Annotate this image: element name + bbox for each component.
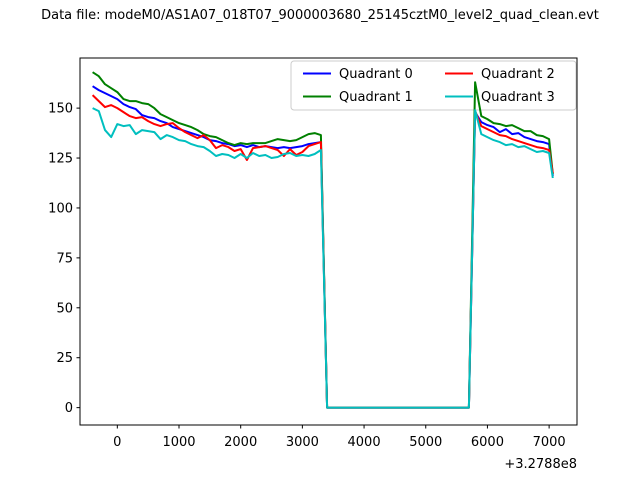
legend-entry-quadrant-2: Quadrant 2 bbox=[445, 67, 555, 82]
x-tick-label: 2000 bbox=[224, 435, 257, 450]
x-axis-offset-label: +3.2788e8 bbox=[504, 457, 577, 472]
x-tick-label: 1000 bbox=[162, 435, 195, 450]
y-tick-label: 0 bbox=[65, 401, 73, 416]
x-tick-label: 0 bbox=[113, 435, 121, 450]
x-tick-label: 4000 bbox=[348, 435, 381, 450]
y-tick-label: 25 bbox=[56, 351, 73, 366]
figure-title: Data file: modeM0/AS1A07_018T07_90000036… bbox=[41, 8, 599, 23]
legend-frame bbox=[290, 60, 577, 111]
x-tick-label: 7000 bbox=[533, 435, 566, 450]
legend-label: Quadrant 3 bbox=[481, 90, 555, 105]
x-tick-label: 3000 bbox=[286, 435, 319, 450]
legend-label: Quadrant 1 bbox=[339, 90, 413, 105]
legend-label: Quadrant 0 bbox=[339, 67, 413, 82]
y-tick-label: 150 bbox=[48, 102, 73, 117]
legend-entry-quadrant-1: Quadrant 1 bbox=[303, 90, 413, 105]
axes-frame bbox=[79, 57, 578, 426]
series-line-quadrant-3 bbox=[92, 107, 554, 409]
x-tick-label: 6000 bbox=[471, 435, 504, 450]
legend-label: Quadrant 2 bbox=[481, 67, 555, 82]
legend-entry-quadrant-0: Quadrant 0 bbox=[303, 67, 413, 82]
legend: Quadrant 0 Quadrant 1 Quadrant 2 Quadrant 3 bbox=[290, 60, 577, 111]
y-tick-label: 125 bbox=[48, 152, 73, 167]
y-tick-label: 50 bbox=[56, 301, 73, 316]
y-tick-label: 75 bbox=[56, 251, 73, 266]
x-tick-label: 5000 bbox=[409, 435, 442, 450]
legend-entry-quadrant-3: Quadrant 3 bbox=[445, 90, 555, 105]
y-tick-label: 100 bbox=[48, 201, 73, 216]
